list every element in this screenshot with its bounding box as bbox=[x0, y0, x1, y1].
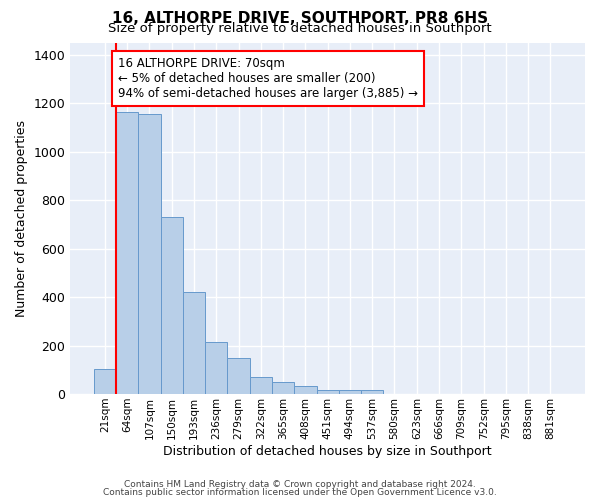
Bar bbox=[94, 368, 116, 394]
Bar bbox=[183, 292, 205, 394]
Bar bbox=[294, 386, 317, 394]
Text: Contains public sector information licensed under the Open Government Licence v3: Contains public sector information licen… bbox=[103, 488, 497, 497]
Bar bbox=[250, 377, 272, 394]
Y-axis label: Number of detached properties: Number of detached properties bbox=[15, 120, 28, 317]
Text: 16 ALTHORPE DRIVE: 70sqm
← 5% of detached houses are smaller (200)
94% of semi-d: 16 ALTHORPE DRIVE: 70sqm ← 5% of detache… bbox=[118, 57, 418, 100]
Text: Contains HM Land Registry data © Crown copyright and database right 2024.: Contains HM Land Registry data © Crown c… bbox=[124, 480, 476, 489]
Bar bbox=[361, 390, 383, 394]
Bar bbox=[272, 382, 294, 394]
Bar bbox=[227, 358, 250, 394]
Bar bbox=[339, 390, 361, 394]
Text: Size of property relative to detached houses in Southport: Size of property relative to detached ho… bbox=[108, 22, 492, 35]
Bar bbox=[317, 390, 339, 394]
Bar bbox=[161, 217, 183, 394]
Text: 16, ALTHORPE DRIVE, SOUTHPORT, PR8 6HS: 16, ALTHORPE DRIVE, SOUTHPORT, PR8 6HS bbox=[112, 11, 488, 26]
Bar bbox=[138, 114, 161, 394]
Bar bbox=[205, 342, 227, 394]
Bar bbox=[116, 112, 138, 394]
X-axis label: Distribution of detached houses by size in Southport: Distribution of detached houses by size … bbox=[163, 444, 492, 458]
